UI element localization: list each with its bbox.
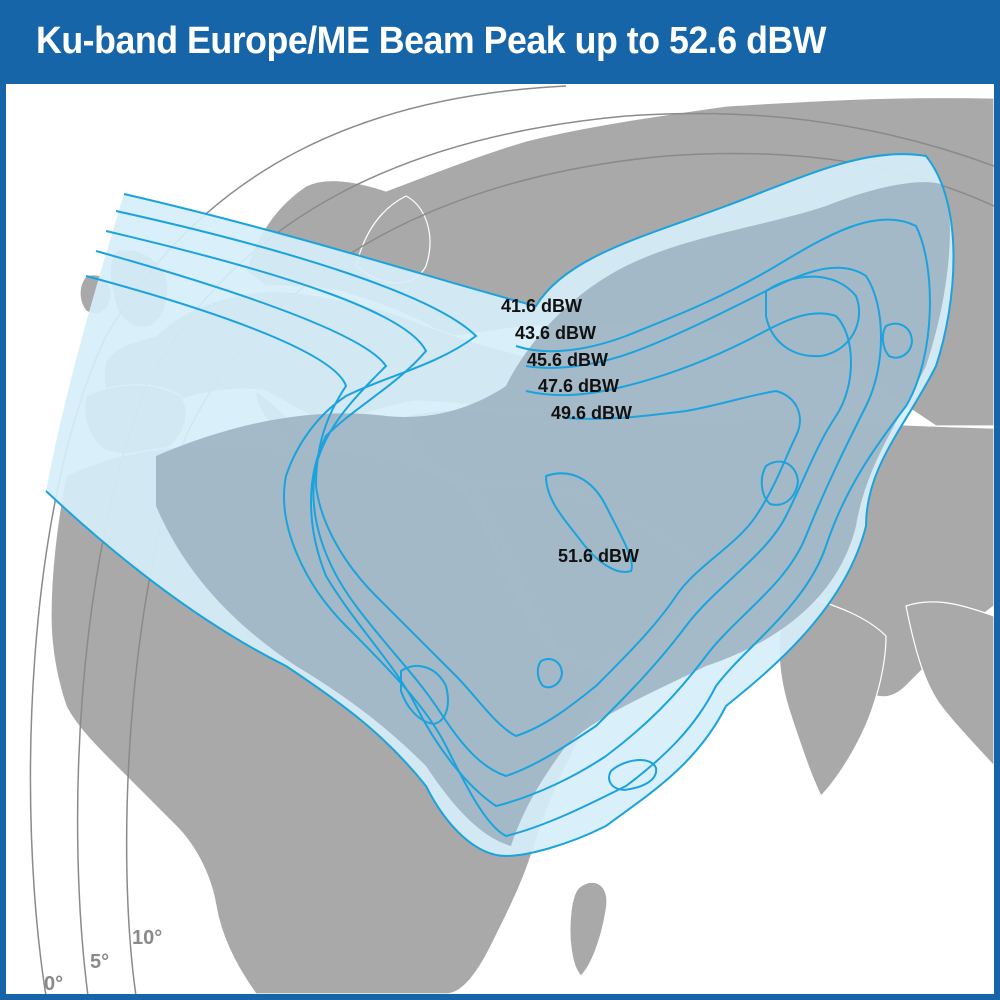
contour-label-47-6: 47.6 dBW — [538, 376, 619, 396]
contour-43-6 — [115, 210, 931, 838]
land-southeast-asia — [905, 601, 994, 767]
contour-51-6-centralasia — [881, 322, 914, 359]
contour-51-6-indian-ocean — [608, 759, 658, 792]
contour-label-51-6: 51.6 dBW — [558, 546, 639, 566]
coverage-map-svg: 41.6 dBW 43.6 dBW 45.6 dBW 47.6 dBW 49.6… — [6, 84, 994, 994]
coverage-map: 41.6 dBW 43.6 dBW 45.6 dBW 47.6 dBW 49.6… — [6, 84, 994, 994]
elevation-label-10: 10° — [132, 927, 162, 949]
contour-lines — [45, 153, 955, 858]
contour-47-6 — [95, 250, 852, 778]
contour-51-6-gulf-aden — [536, 658, 564, 689]
elevation-label-5: 5° — [90, 951, 109, 973]
contour-41-6 — [45, 153, 955, 858]
contour-label-49-6: 49.6 dBW — [551, 403, 632, 423]
contour-51-6-arabia — [544, 472, 633, 573]
contour-label-43-6: 43.6 dBW — [515, 323, 596, 343]
map-title: Ku-band Europe/ME Beam Peak up to 52.6 d… — [36, 20, 827, 62]
elevation-arc-5 — [76, 112, 994, 994]
contour-label-45-6: 45.6 dBW — [527, 350, 608, 370]
land-madagascar — [569, 881, 608, 977]
contour-51-6-russia — [765, 275, 861, 358]
contour-49-6 — [85, 275, 801, 738]
contour-51-6-africa — [400, 665, 449, 726]
title-bar: Ku-band Europe/ME Beam Peak up to 52.6 d… — [6, 6, 994, 84]
contour-label-41-6: 41.6 dBW — [501, 296, 582, 316]
beam-fill-inner — [156, 182, 950, 846]
elevation-label-0: 0° — [44, 973, 63, 994]
contour-51-6-caspian — [760, 460, 800, 506]
